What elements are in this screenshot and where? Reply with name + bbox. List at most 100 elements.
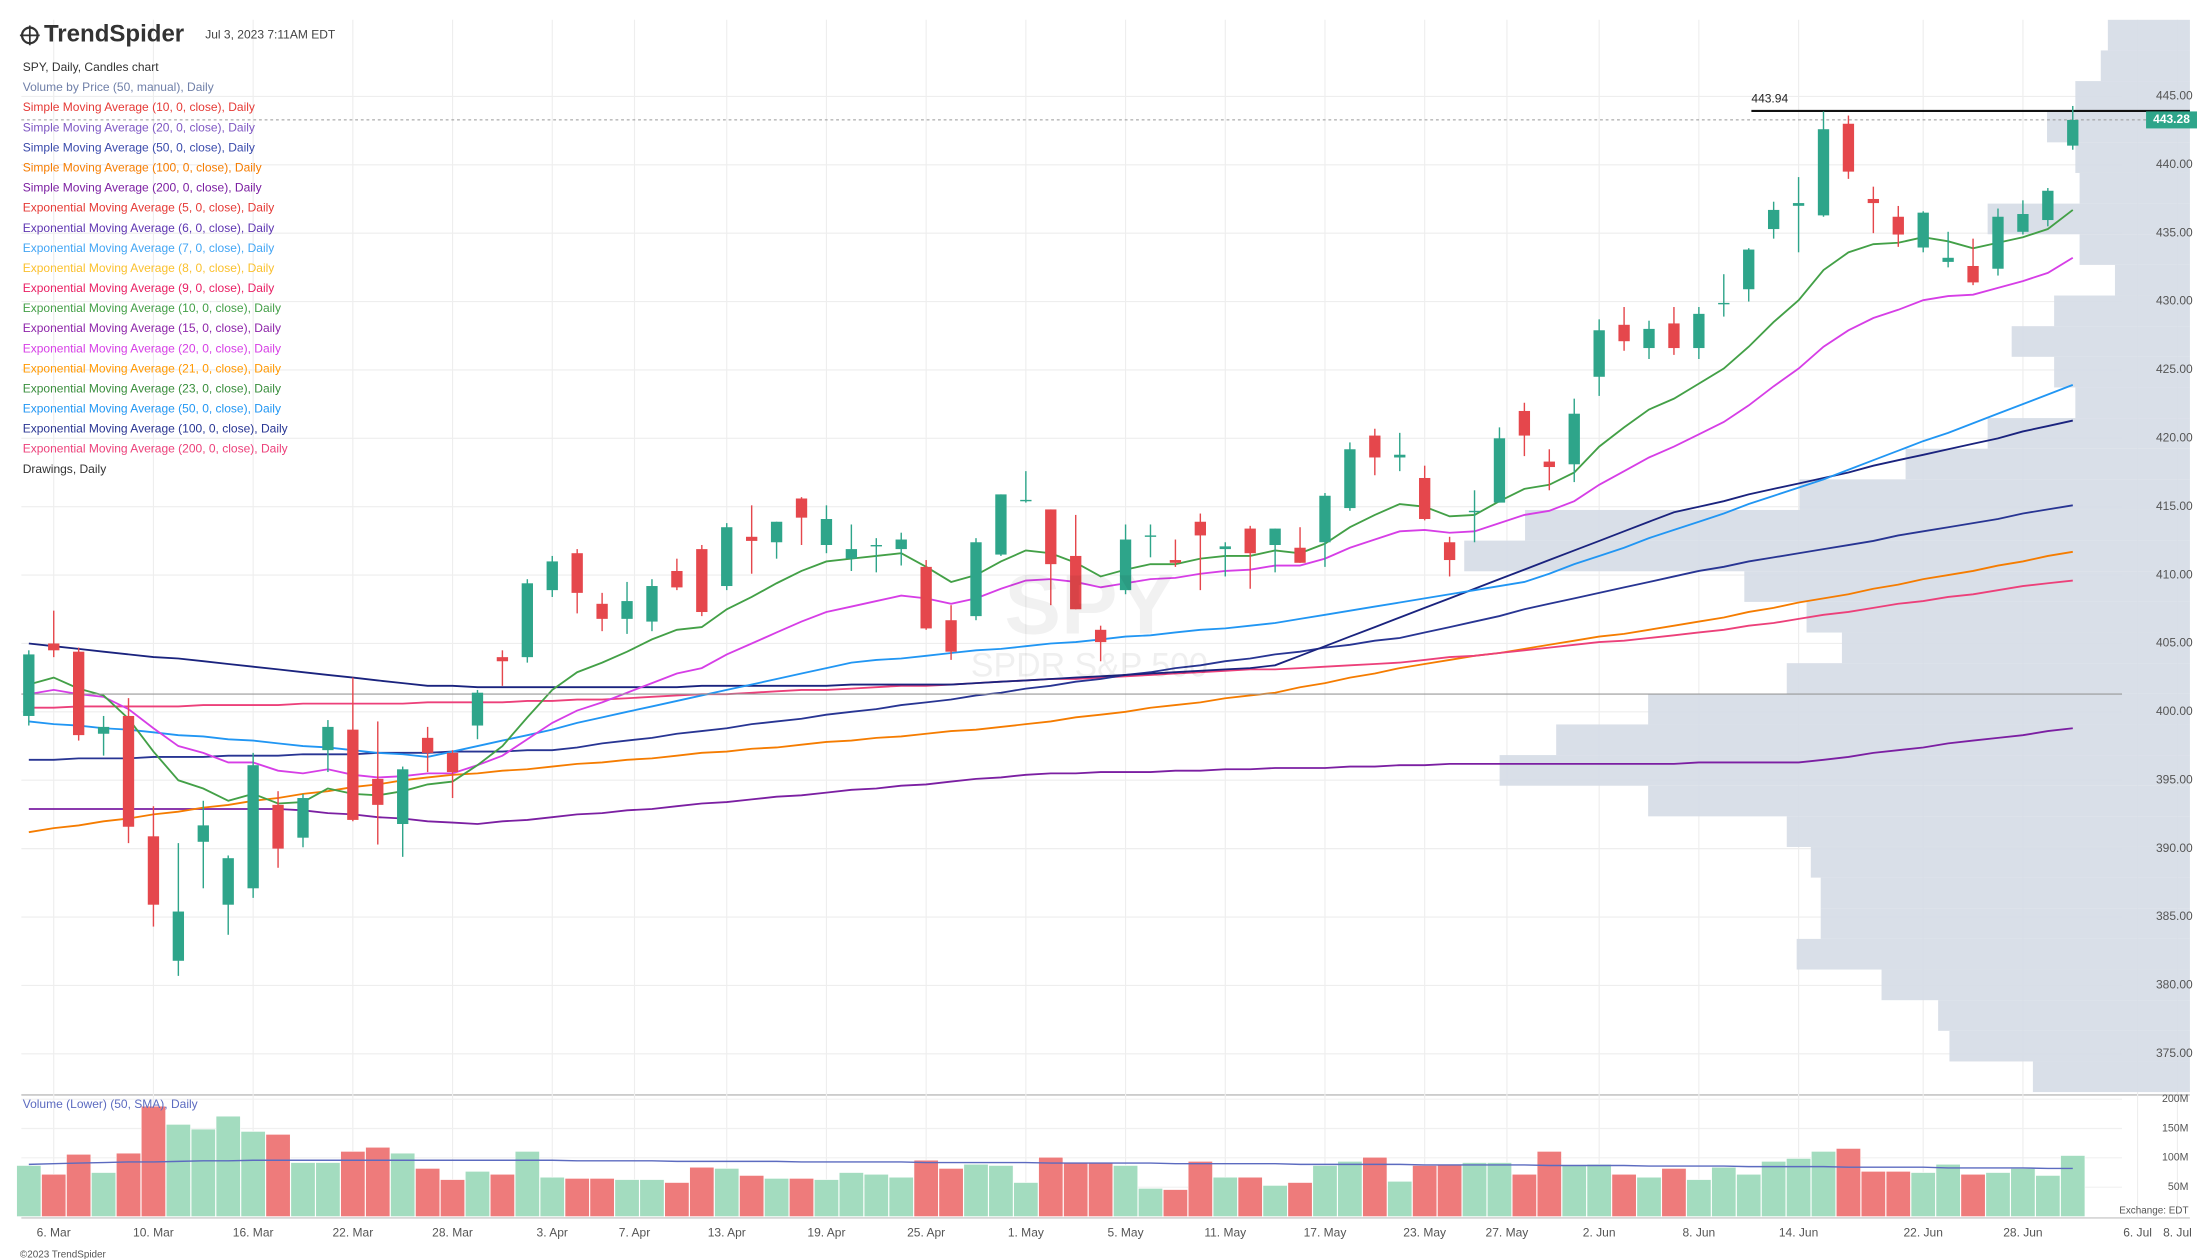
volume-bar [963,1164,989,1217]
candle-body [895,539,907,550]
candle-body [1693,313,1705,349]
x-tick-label: 19. Apr [807,1226,845,1240]
volume-bar [838,1172,864,1217]
profile-bar [1949,1030,2190,1062]
volume-bar [91,1172,117,1217]
candle-body [1668,323,1680,349]
candle-body [397,769,409,825]
profile-bar [1987,418,2190,449]
copyright: ©2023 TrendSpider [20,1249,107,1259]
candle-body [820,519,833,545]
candle-body [1194,521,1207,536]
candle-body [272,804,284,849]
candle-body [1568,413,1580,465]
profile-bar [1799,479,2190,510]
x-tick-label: 22. Mar [332,1226,373,1240]
candle-body [322,726,334,751]
candle-body [1593,330,1605,377]
legend-entry: Simple Moving Average (20, 0, close), Da… [23,120,255,134]
candle-body [770,521,783,543]
candle-body [347,729,359,820]
volume-bar [340,1151,366,1217]
candle-body [1718,302,1730,305]
legend-entry: Simple Moving Average (200, 0, close), D… [23,181,262,195]
profile-bar [2075,142,2190,173]
profile-bar [2079,172,2190,204]
volume-bar [489,1174,515,1217]
volume-bar [689,1166,715,1217]
profile-bar [2054,356,2190,388]
x-tick-label: 3. Apr [537,1226,568,1240]
volume-bar [1586,1164,1612,1217]
candle-body [1045,509,1057,565]
profile-bar [2107,19,2190,51]
y-tick-label: 395.00 [2156,772,2193,786]
candle-body [1443,542,1456,561]
candle-body [1094,629,1107,643]
legend-entry: Exponential Moving Average (100, 0, clos… [23,422,288,436]
volume-bar [1237,1176,1263,1217]
volume-bar [1661,1168,1687,1217]
volume-bar [66,1154,92,1217]
volume-bar [1088,1162,1114,1217]
candle-body [521,583,533,658]
profile-bar [2079,234,2190,265]
y-tick-label: 440.00 [2156,157,2193,171]
volume-bar [789,1178,814,1217]
volume-bar [1811,1151,1836,1217]
candle-body [247,765,259,889]
volume-bar [240,1131,266,1217]
y-tick-label: 410.00 [2156,567,2193,581]
candle-body [1394,454,1406,458]
volume-bar [290,1162,316,1217]
candle-body [1743,249,1755,290]
candle-body [1643,328,1655,349]
volume-bar [714,1168,740,1217]
volume-bar [2010,1168,2036,1217]
legend-entry: Exponential Moving Average (50, 0, close… [23,402,281,416]
candle-body [1817,129,1830,216]
volume: Volume (Lower) (50, SMA), Daily [16,1097,2086,1217]
axes: 375.00 380.00 385.00 390.00 395.00 400.00 405.… [37,89,2193,1240]
legend-entry: Exponential Moving Average (200, 0, clos… [23,442,288,456]
profile-bar [1648,785,2190,817]
volume-bar [1736,1174,1762,1217]
candle-body [571,553,583,593]
candle-body [471,692,484,726]
y-tick-label: 375.00 [2156,1046,2193,1060]
volume-bar [165,1124,191,1217]
volume-bar [664,1182,690,1217]
volume-bar [440,1179,466,1217]
x-tick-label: 17. May [1304,1226,1347,1240]
x-tick-label: 8. Jun [1683,1226,1716,1240]
y-tick-label: 405.00 [2156,636,2193,650]
volume-bar [1038,1156,1064,1217]
candle-body [1917,212,1929,248]
candles [23,105,2079,976]
profile-bar [2054,295,2190,327]
moving-average-line [28,727,2073,825]
profile-bar [1841,632,2190,664]
x-tick-label: 6. Jul [2123,1226,2152,1240]
y-tick-label: 390.00 [2156,841,2193,855]
moving-average-line [28,550,2073,834]
volume-bar [539,1176,565,1217]
volume-bar [1711,1166,1737,1217]
high-level-label: 443.94 [1751,92,1788,106]
y-tick-label: 430.00 [2156,294,2193,308]
volume-sma-line [28,1159,2073,1170]
candle-body [845,549,858,559]
legend-entry: Simple Moving Average (10, 0, close), Da… [23,100,255,114]
candle-body [795,498,808,518]
candle-body [1543,461,1555,468]
y-tick-label: 445.00 [2156,89,2193,103]
profile-bar [2114,264,2190,296]
legend-entry: Simple Moving Average (100, 0, close), D… [23,161,262,175]
candle-body [48,643,60,651]
x-tick-label: 16. Mar [233,1226,274,1240]
candle-body [122,715,135,827]
volume-bar [938,1168,964,1217]
profile-bar [2032,1061,2190,1093]
y-tick-label: 425.00 [2156,362,2193,376]
volume-tick-label: 50M [2168,1181,2189,1193]
